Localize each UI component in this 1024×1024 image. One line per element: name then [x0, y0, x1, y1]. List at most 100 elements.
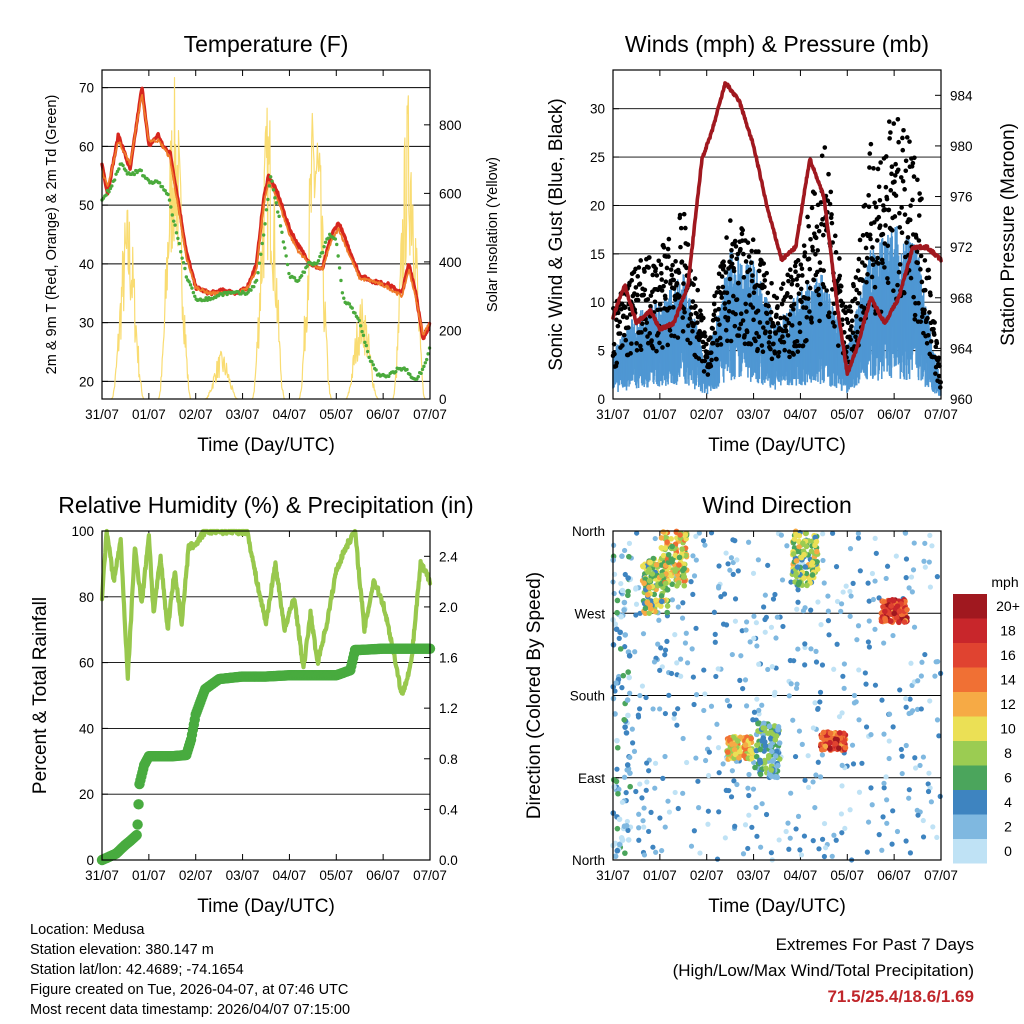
gust-point: [865, 272, 870, 277]
direction-point: [669, 581, 676, 588]
panel-title: Winds (mph) & Pressure (mb): [625, 31, 929, 57]
gust-point: [756, 268, 762, 274]
direction-point: [755, 720, 761, 727]
gust-point: [908, 203, 913, 208]
gust-point: [657, 284, 663, 290]
gust-point: [796, 273, 801, 279]
gust-point: [816, 286, 821, 292]
dewpoint-point: [260, 241, 264, 246]
gust-point: [750, 305, 756, 310]
gust-point: [760, 349, 766, 355]
gust-point: [809, 320, 814, 325]
direction-point: [626, 540, 633, 546]
direction-point: [751, 709, 758, 715]
direction-point: [881, 780, 887, 786]
direction-point: [756, 707, 762, 713]
gust-point: [910, 160, 916, 166]
direction-point: [767, 735, 774, 742]
pressure-line: [611, 81, 943, 377]
direction-point: [772, 736, 779, 743]
gust-point: [671, 305, 676, 310]
direction-point: [732, 596, 739, 602]
direction-point: [896, 619, 902, 625]
gust-point: [826, 314, 832, 320]
direction-point: [658, 535, 665, 541]
gust-point: [725, 338, 730, 344]
direction-point: [627, 690, 633, 696]
gust-point: [729, 261, 735, 267]
direction-point: [672, 552, 679, 559]
gust-point: [864, 255, 870, 261]
gust-point: [804, 279, 810, 285]
gust-point: [882, 265, 887, 270]
direction-point: [788, 681, 794, 687]
direction-point: [761, 604, 767, 610]
gust-point: [735, 251, 741, 257]
direction-point: [625, 712, 631, 719]
direction-point: [693, 557, 699, 563]
direction-point: [748, 735, 754, 742]
direction-point: [793, 826, 799, 832]
direction-point: [700, 538, 707, 544]
direction-point: [612, 621, 618, 627]
gust-point: [782, 347, 787, 353]
gust-point: [874, 238, 880, 243]
gust-point: [779, 286, 784, 291]
direction-point: [795, 599, 801, 605]
direction-point: [898, 746, 904, 753]
direction-point: [650, 555, 657, 562]
direction-point: [738, 653, 744, 659]
gust-point: [714, 356, 719, 362]
gust-point: [849, 318, 855, 323]
panel-title: Temperature (F): [184, 31, 349, 57]
direction-point: [832, 740, 839, 747]
direction-point: [674, 660, 680, 666]
direction-point: [870, 596, 877, 603]
direction-point: [734, 781, 740, 788]
direction-point: [894, 828, 901, 835]
dewpoint-point: [423, 361, 428, 365]
direction-point: [624, 762, 631, 768]
gust-point: [897, 262, 903, 267]
direction-point: [743, 627, 749, 633]
direction-point: [660, 552, 667, 559]
gust-point: [753, 338, 758, 344]
gust-point: [639, 321, 645, 327]
gust-point: [617, 331, 623, 336]
direction-point: [855, 530, 861, 537]
x-tick-label: 01/07: [643, 407, 677, 422]
gust-point: [653, 266, 659, 271]
gust-point: [755, 346, 760, 352]
direction-point: [787, 835, 793, 841]
gust-point: [892, 214, 898, 219]
direction-point: [713, 673, 719, 680]
gust-point: [711, 301, 717, 307]
gust-point: [702, 333, 708, 339]
gust-point: [831, 301, 837, 307]
direction-point: [902, 530, 909, 536]
direction-point: [680, 600, 686, 606]
direction-point: [672, 632, 678, 638]
dewpoint-point: [333, 237, 338, 241]
direction-point: [798, 852, 805, 858]
direction-point: [627, 770, 633, 776]
gust-point: [910, 197, 915, 203]
gust-point: [744, 309, 749, 314]
direction-point: [842, 744, 849, 751]
direction-point: [839, 710, 845, 716]
gust-point: [837, 273, 843, 279]
direction-point: [731, 746, 738, 753]
insolation-line: [391, 95, 426, 400]
gust-point: [698, 308, 703, 313]
direction-point: [625, 827, 631, 833]
dewpoint-point: [394, 369, 398, 374]
direction-point: [890, 597, 897, 604]
direction-point: [866, 598, 872, 604]
direction-point: [640, 563, 646, 570]
direction-point: [802, 644, 808, 651]
gust-point: [647, 255, 652, 260]
direction-point: [774, 748, 780, 755]
gust-point: [628, 351, 633, 356]
dewpoint-point: [283, 246, 287, 250]
gust-point: [670, 262, 675, 268]
